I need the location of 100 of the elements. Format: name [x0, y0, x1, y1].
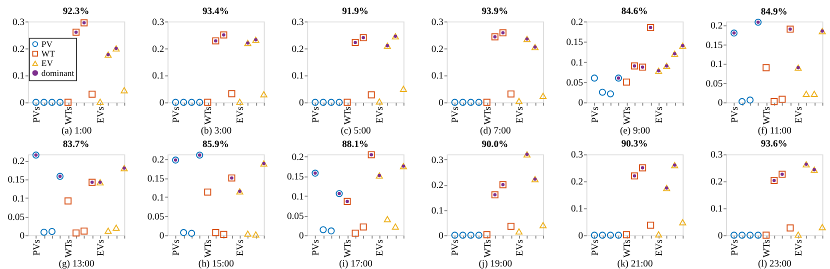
point: [762, 232, 770, 239]
point: [598, 88, 606, 96]
x-tick-label: EVs: [514, 106, 526, 124]
x-tick-label: PVs: [310, 106, 322, 123]
x-tick-label: EVs: [374, 106, 386, 124]
point: [400, 86, 407, 92]
point: [778, 96, 786, 103]
y-tick-label: 0.1: [12, 193, 25, 204]
point: [730, 232, 738, 239]
y-tick-label: 0.1: [571, 57, 584, 68]
point: [368, 91, 375, 98]
x-axis-title: (c) 5:00: [340, 125, 372, 136]
point: [810, 90, 818, 97]
y-tick-label: 0.15: [8, 174, 25, 186]
x-tick-label: PVs: [729, 239, 740, 256]
y-tick-label: 0: [718, 230, 723, 242]
y-tick-label: 0.2: [152, 154, 164, 166]
x-tick-label: PVs: [729, 106, 740, 123]
x-tick-label: EVs: [235, 106, 246, 124]
x-tick-label: WTs: [342, 106, 354, 125]
point: [344, 98, 351, 106]
x-tick-label: WTs: [622, 106, 633, 125]
point: [451, 232, 458, 239]
y-tick-label: 0.15: [566, 37, 584, 48]
x-tick-label: EVs: [96, 106, 107, 124]
point: [738, 98, 746, 106]
point: [770, 98, 778, 106]
point: [40, 98, 48, 106]
y-tick-label: 0: [578, 98, 584, 109]
x-tick-label: WTs: [762, 239, 772, 258]
point: [320, 226, 327, 234]
point: [754, 232, 762, 239]
x-axis-title: (i) 17:00: [339, 258, 373, 269]
point: [451, 98, 458, 106]
point: [32, 98, 40, 106]
point: [352, 230, 359, 237]
x-tick-label: EVs: [514, 239, 526, 256]
point: [622, 231, 630, 238]
y-tick-label: 0: [578, 230, 584, 242]
x-tick-label: WTs: [203, 106, 214, 125]
point: [738, 232, 746, 239]
point: [88, 90, 96, 98]
x-axis-title: (g) 13:00: [58, 258, 94, 269]
chart-title: 91.9%: [342, 6, 369, 17]
point: [802, 90, 810, 97]
point: [540, 92, 547, 99]
x-tick-label: WTs: [762, 106, 772, 125]
x-tick-label: WTs: [203, 239, 214, 258]
point: [188, 230, 196, 237]
x-tick-label: EVs: [654, 239, 665, 256]
point: [180, 98, 188, 106]
point: [746, 96, 754, 104]
point: [614, 232, 622, 239]
point: [475, 232, 482, 239]
x-axis-title: (a) 1:00: [61, 125, 92, 136]
y-tick-label: 0: [20, 98, 25, 109]
point: [655, 231, 662, 238]
point: [786, 224, 794, 232]
point: [220, 230, 228, 238]
chart-title: 84.6%: [621, 6, 648, 17]
point: [507, 90, 514, 98]
x-tick-label: WTs: [482, 106, 494, 125]
point: [467, 232, 474, 239]
y-tick-label: 0.2: [710, 20, 723, 32]
y-tick-label: 0.3: [571, 150, 584, 161]
legend-label: dominant: [41, 68, 75, 78]
point: [172, 98, 180, 106]
x-tick-label: WTs: [622, 239, 633, 258]
y-tick-label: 0.2: [571, 176, 584, 188]
y-tick-label: 0.1: [431, 70, 444, 82]
y-tick-label: 0.2: [571, 16, 584, 28]
y-tick-label: 0: [298, 98, 304, 109]
y-tick-label: 0.1: [710, 204, 723, 215]
legend-label: PV: [41, 38, 54, 49]
y-tick-label: 0.1: [152, 192, 164, 204]
legend-label: WT: [41, 48, 56, 59]
point: [228, 90, 236, 98]
y-tick-label: 0.1: [152, 70, 164, 82]
point: [467, 98, 474, 106]
x-tick-label: PVs: [590, 239, 601, 256]
x-tick-label: WTs: [482, 239, 494, 258]
point: [622, 78, 630, 86]
y-tick-label: 0.05: [706, 78, 723, 90]
chart-title: 90.0%: [482, 138, 508, 150]
x-axis-title: (e) 9:00: [620, 125, 650, 136]
point: [647, 222, 654, 229]
y-tick-label: 0: [298, 230, 304, 242]
y-tick-label: 0.2: [152, 44, 164, 55]
x-tick-label: EVs: [96, 239, 107, 256]
legend-label: EV: [41, 58, 54, 68]
point: [328, 227, 335, 234]
point: [328, 98, 335, 106]
chart-title: 93.6%: [760, 138, 788, 150]
point: [590, 74, 598, 82]
chart-title: 93.4%: [202, 6, 229, 17]
point: [64, 98, 72, 106]
x-axis-title: (k) 21:00: [617, 258, 653, 269]
point: [96, 98, 104, 105]
point: [252, 231, 260, 238]
x-tick-label: EVs: [374, 239, 386, 256]
